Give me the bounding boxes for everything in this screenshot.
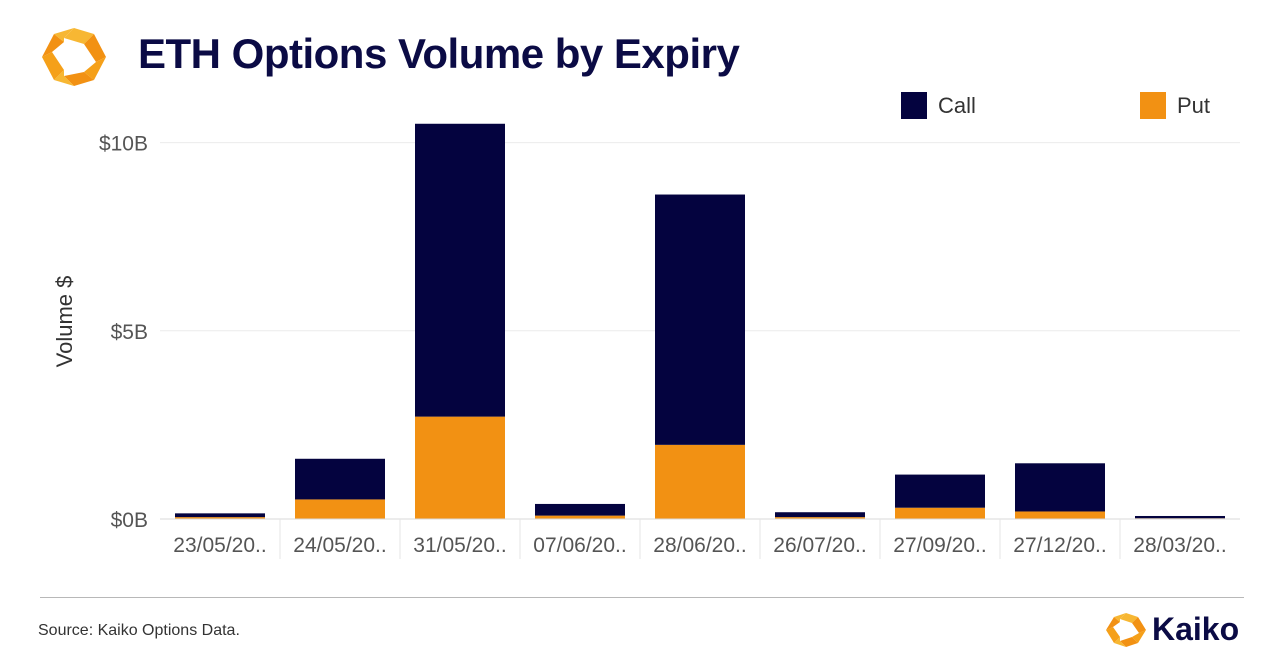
x-tick-label: 24/05/20.. — [293, 534, 386, 557]
x-tick-label: 31/05/20.. — [413, 534, 506, 557]
bar-call — [655, 194, 745, 445]
x-tick-label: 07/06/20.. — [533, 534, 626, 557]
bar-put — [175, 517, 265, 519]
legend-swatch-call — [901, 92, 927, 119]
x-tick-label: 28/03/20.. — [1133, 534, 1226, 557]
bar-put — [535, 515, 625, 519]
bar-call — [775, 512, 865, 518]
bar-call — [1135, 515, 1225, 519]
bar-put — [1015, 511, 1105, 519]
x-tick-label: 26/07/20.. — [773, 534, 866, 557]
y-axis-label: Volume $ — [52, 276, 77, 368]
bar-call — [895, 474, 985, 508]
brand-name: Kaiko — [1152, 611, 1240, 647]
kaiko-logo-icon — [42, 28, 106, 86]
x-tick-label: 27/09/20.. — [893, 534, 986, 557]
y-tick-label: $5B — [111, 321, 148, 344]
page-title: ETH Options Volume by Expiry — [138, 30, 740, 77]
bars — [175, 123, 1225, 520]
kaiko-brand-icon — [1106, 613, 1146, 647]
x-tick-label: 23/05/20.. — [173, 534, 266, 557]
bar-call — [1015, 463, 1105, 512]
axes: $0B $5B $10B 23/05/20.. 24/05/20.. 31/05/20..… — [99, 133, 1240, 559]
bar-put — [775, 517, 865, 519]
bar-put — [295, 499, 385, 519]
bar-put — [655, 444, 745, 519]
bar-call — [295, 458, 385, 500]
x-tick-label: 28/06/20.. — [653, 534, 746, 557]
source-note: Source: Kaiko Options Data. — [38, 622, 240, 639]
footer-divider — [40, 597, 1244, 598]
y-tick-label: $10B — [99, 133, 148, 156]
legend-label-call: Call — [938, 93, 976, 118]
bar-call — [175, 513, 265, 518]
bar-put — [415, 416, 505, 519]
legend-label-put: Put — [1177, 93, 1210, 118]
stacked-bar-chart: $0B $5B $10B 23/05/20.. 24/05/20.. 31/05/20..… — [52, 92, 1240, 559]
bar-call — [415, 123, 505, 417]
x-tick-label: 27/12/20.. — [1013, 534, 1106, 557]
legend: Call Put — [901, 92, 1210, 119]
y-tick-label: $0B — [111, 509, 148, 532]
bar-call — [535, 503, 625, 516]
legend-swatch-put — [1140, 92, 1166, 119]
bar-put — [895, 507, 985, 519]
